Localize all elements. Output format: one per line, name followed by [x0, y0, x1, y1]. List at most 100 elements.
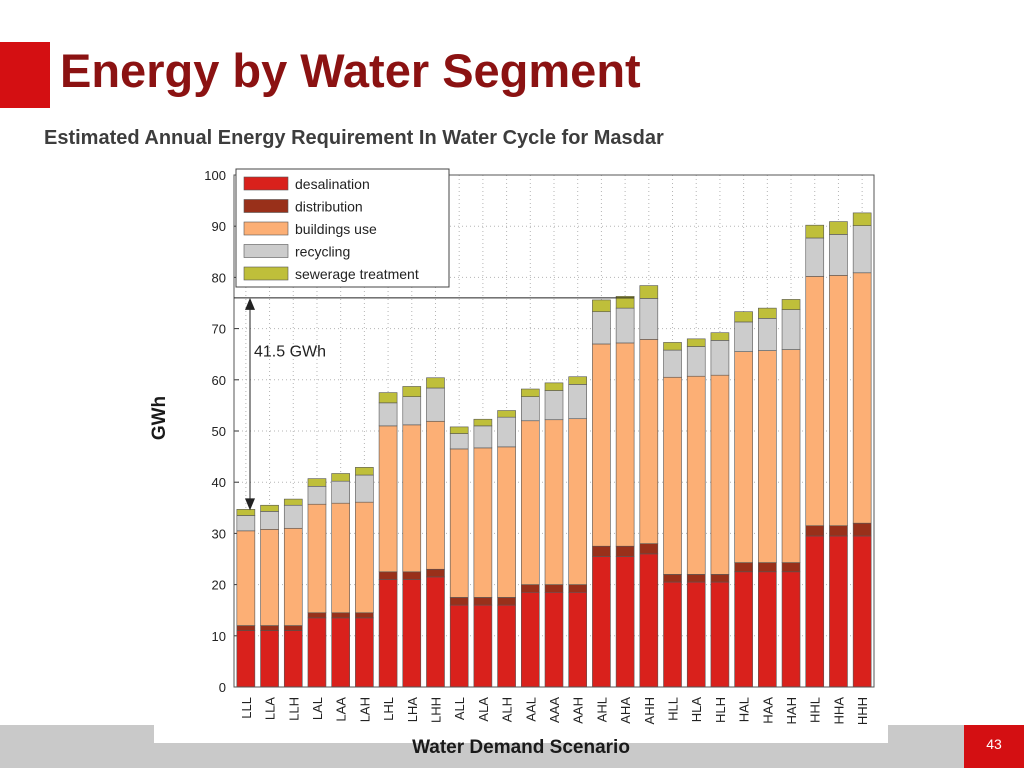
bar-stack: [829, 221, 848, 688]
bar-segment: [734, 351, 753, 563]
bar-segment: [852, 522, 872, 537]
bar-segment: [402, 386, 422, 397]
bar-segment: [402, 579, 422, 688]
bar-segment: [781, 349, 801, 563]
bar-segment: [710, 574, 730, 583]
bar-segment: [829, 221, 848, 235]
x-axis-label: Water Demand Scenario: [412, 737, 630, 758]
x-tick-label: LHA: [405, 697, 420, 723]
bar-segment: [378, 402, 398, 427]
bar-segment: [473, 604, 493, 688]
bar-segment: [710, 340, 730, 376]
x-tick-label: ALA: [476, 697, 491, 722]
bar-segment: [331, 502, 350, 614]
bar-segment: [829, 535, 848, 688]
bar-segment: [592, 545, 611, 557]
bar-segment: [568, 384, 588, 420]
bar-segment: [544, 591, 564, 688]
bar-segment: [283, 504, 303, 529]
bar-stack: [331, 473, 350, 688]
bar-segment: [520, 396, 540, 422]
bar-stack: [520, 388, 540, 688]
bar-segment: [402, 571, 422, 580]
x-tick-label: LAA: [334, 697, 349, 722]
x-tick-label: AHH: [642, 697, 657, 724]
bar-segment: [663, 349, 682, 378]
bar-stack: [710, 332, 730, 688]
bar-segment: [592, 299, 611, 313]
x-tick-label: LHL: [381, 697, 396, 721]
bar-segment: [615, 307, 635, 344]
bar-stack: [497, 410, 516, 688]
bar-segment: [355, 467, 374, 476]
x-tick-label: HAL: [737, 697, 752, 722]
bar-segment: [663, 581, 682, 688]
bar-segment: [473, 425, 493, 449]
bar-segment: [758, 318, 777, 351]
bar-segment: [829, 275, 848, 527]
bar-segment: [449, 604, 469, 688]
bar-segment: [710, 374, 730, 575]
bar-stack: [592, 299, 611, 688]
bar-stack: [805, 224, 825, 688]
bar-segment: [402, 424, 422, 573]
x-tick-label: HLL: [666, 697, 681, 721]
x-tick-label: HHH: [855, 697, 870, 725]
bar-segment: [544, 584, 564, 593]
bar-segment: [378, 571, 398, 580]
bar-segment: [307, 617, 327, 688]
bar-segment: [805, 535, 825, 688]
bar-segment: [378, 579, 398, 688]
bar-segment: [378, 392, 398, 404]
bar-segment: [378, 425, 398, 573]
bar-segment: [852, 225, 872, 274]
bar-segment: [852, 535, 872, 688]
legend-swatch: [243, 199, 289, 213]
bar-stack: [615, 296, 635, 688]
bar-segment: [236, 625, 256, 631]
bar-segment: [829, 234, 848, 276]
bar-stack: [236, 509, 256, 688]
chart-subtitle: Estimated Annual Energy Requirement In W…: [44, 127, 664, 149]
page-number: 43: [986, 736, 1002, 752]
y-tick-label: 70: [212, 322, 226, 337]
legend-swatch: [243, 244, 289, 258]
bar-segment: [520, 388, 540, 397]
bar-segment: [307, 503, 327, 614]
bar-segment: [355, 501, 374, 614]
bar-segment: [805, 276, 825, 527]
bar-segment: [260, 511, 279, 530]
bar-stack: [283, 498, 303, 688]
bar-segment: [781, 571, 801, 688]
bar-segment: [686, 574, 706, 583]
bar-segment: [331, 612, 350, 619]
bar-segment: [615, 296, 635, 309]
bar-segment: [663, 574, 682, 583]
bar-segment: [497, 446, 516, 598]
x-tick-label: LLL: [239, 697, 254, 719]
bar-segment: [592, 556, 611, 688]
bar-segment: [734, 311, 753, 323]
bar-segment: [568, 376, 588, 385]
bar-segment: [758, 571, 777, 688]
x-tick-label: HHA: [831, 697, 846, 725]
x-tick-label: AAL: [523, 697, 538, 722]
bar-segment: [473, 418, 493, 427]
bar-stack: [663, 342, 682, 688]
bar-segment: [283, 527, 303, 626]
bar-segment: [355, 612, 374, 619]
bar-segment: [260, 529, 279, 626]
x-tick-label: ALH: [500, 697, 515, 722]
bar-segment: [805, 525, 825, 537]
bar-segment: [544, 382, 564, 391]
bar-segment: [544, 390, 564, 421]
x-tick-label: HLA: [689, 697, 704, 723]
x-tick-label: LHH: [428, 697, 443, 723]
bar-segment: [283, 630, 303, 688]
bar-segment: [497, 604, 516, 688]
annotation-label: 41.5 GWh: [254, 344, 326, 361]
bar-segment: [568, 584, 588, 593]
bar-segment: [236, 530, 256, 626]
bar-segment: [426, 576, 445, 688]
bar-segment: [307, 478, 327, 487]
